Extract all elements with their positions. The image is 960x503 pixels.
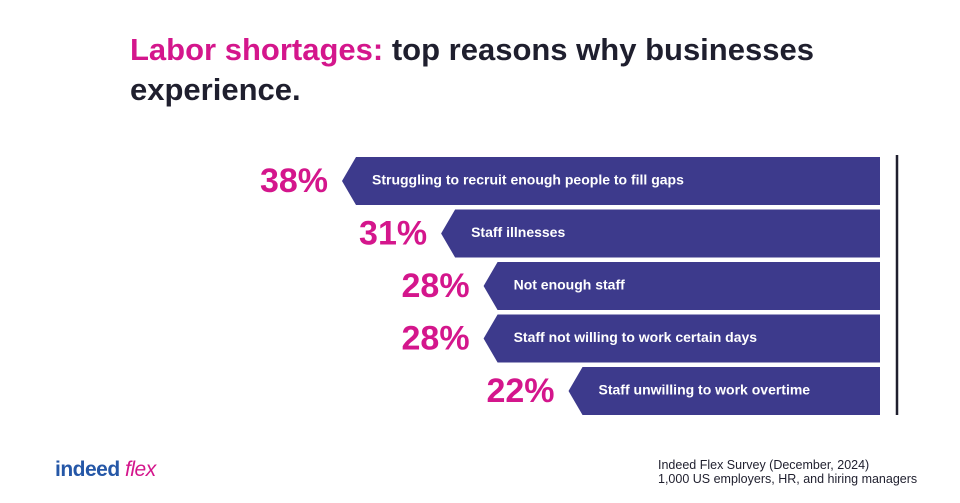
logo: indeed flex	[55, 458, 156, 482]
bar-label: Staff illnesses	[471, 224, 565, 240]
value-label: 28%	[402, 267, 470, 305]
title-highlight: Labor shortages:	[130, 32, 384, 67]
value-label: 22%	[486, 372, 554, 410]
source-line: 1,000 US employers, HR, and hiring manag…	[658, 472, 917, 486]
bar	[483, 314, 880, 363]
chart-title: Labor shortages: top reasons why busines…	[130, 30, 850, 110]
bar-label: Not enough staff	[514, 277, 626, 293]
bar	[483, 262, 880, 310]
bar	[342, 157, 880, 205]
title-text: top reasons why businesses experience.	[130, 32, 814, 107]
logo-brand: indeed	[55, 458, 120, 481]
logo-product: flex	[125, 458, 156, 481]
bar-label: Staff not willing to work certain days	[514, 329, 758, 345]
source-line: Indeed Flex Survey (December, 2024)	[658, 458, 869, 472]
bar-label: Staff unwilling to work overtime	[599, 382, 811, 398]
value-label: 28%	[402, 319, 470, 357]
value-label: 31%	[359, 214, 427, 252]
bar	[441, 209, 880, 258]
value-label: 38%	[260, 162, 328, 200]
bar	[568, 367, 880, 415]
bar-label: Struggling to recruit enough people to f…	[372, 172, 684, 188]
